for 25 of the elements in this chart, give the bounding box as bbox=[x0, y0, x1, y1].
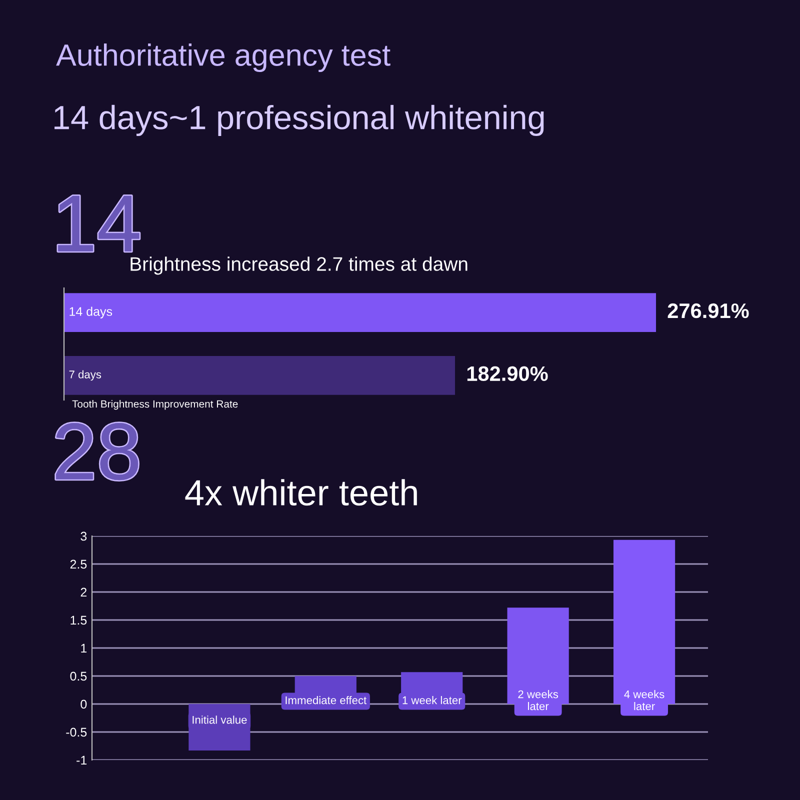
y-tick-label: 1.5 bbox=[70, 616, 87, 625]
text: Authoritative agency test bbox=[56, 44, 390, 72]
text: 14 bbox=[58, 196, 140, 252]
y-tick-label: 0.5 bbox=[70, 672, 87, 681]
x-tick-label: Immediate effect bbox=[286, 696, 367, 704]
y-tick-label: -1 bbox=[76, 756, 87, 765]
y-tick-label: -0.5 bbox=[66, 728, 87, 737]
chart-title: 4x whiter teeth bbox=[185, 479, 417, 506]
data-label: 276.91% bbox=[668, 303, 749, 318]
y-tick-label: 7 days bbox=[69, 370, 102, 381]
x-tick-label: 4 weeks later bbox=[624, 690, 664, 710]
y-tick-label: 3 bbox=[80, 532, 87, 541]
text: 14 days~1 professional whitening bbox=[54, 104, 544, 136]
text: 28 bbox=[56, 423, 138, 480]
data-label: 182.90% bbox=[467, 366, 548, 382]
x-tick-label: 2 weeks later bbox=[518, 690, 558, 710]
y-tick-label: 1 bbox=[81, 644, 87, 653]
annotation: Tooth Brightness Improvement Rate bbox=[72, 400, 238, 410]
y-tick-label: 2 bbox=[80, 588, 87, 597]
x-tick-label: Initial value bbox=[192, 716, 247, 724]
chart-title: Brightness increased 2.7 times at dawn bbox=[130, 256, 468, 275]
y-tick-label: 2.5 bbox=[70, 560, 87, 569]
x-tick-label: 1 week later bbox=[402, 696, 462, 704]
y-tick-label: 14 days bbox=[70, 306, 112, 318]
y-tick-label: 0 bbox=[80, 700, 87, 709]
